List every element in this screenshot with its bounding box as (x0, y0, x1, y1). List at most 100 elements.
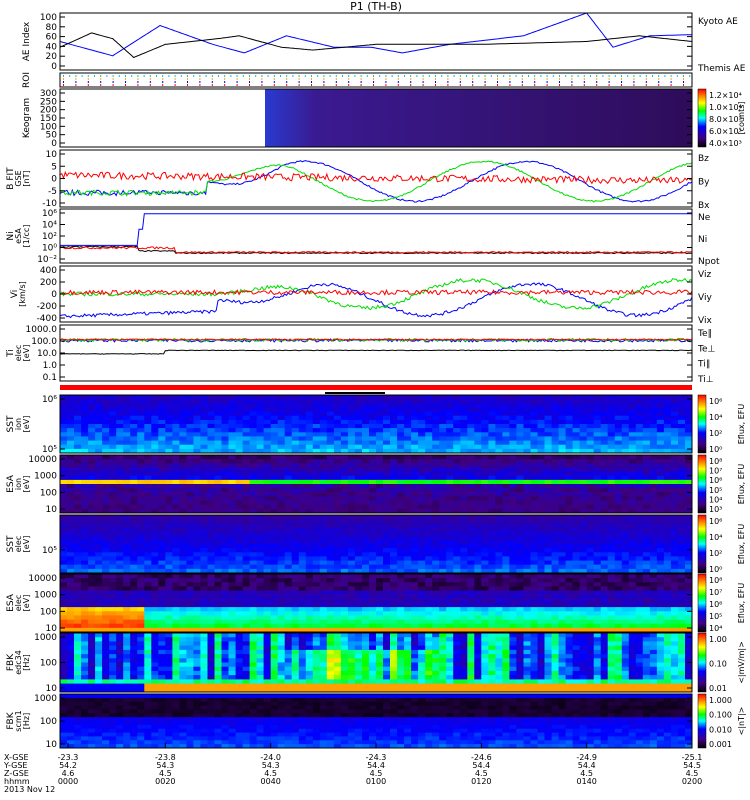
spectrogram-cell (165, 623, 173, 629)
spectrogram-cell (333, 411, 342, 417)
spectrogram-cell (200, 578, 208, 583)
spectrogram-cell (397, 455, 405, 460)
spectrogram-cell (678, 560, 686, 566)
spectrogram-cell (537, 455, 545, 460)
spectrogram-cell (607, 556, 616, 561)
spectrogram-cell (312, 615, 321, 620)
spectrogram-cell (284, 527, 293, 532)
spectrogram-cell (453, 500, 461, 506)
spectrogram-cell (347, 535, 356, 541)
spectrogram-cell (593, 403, 602, 408)
spectrogram-cell (158, 578, 166, 583)
spectrogram-cell (172, 444, 180, 450)
spectrogram-cell (565, 399, 574, 404)
spectrogram-cell (607, 496, 616, 501)
spectrogram-cell (193, 411, 201, 417)
spectrogram-cell (172, 424, 180, 429)
spectrogram-cell (305, 515, 314, 520)
spectrogram-cell (221, 395, 229, 400)
spectrogram-cell (228, 564, 236, 570)
spectrogram-cell (67, 403, 75, 408)
spectrogram-cell (685, 424, 693, 429)
legend-entry: Ni (698, 235, 707, 245)
spectrogram-cell (460, 440, 468, 446)
spectrogram-cell (376, 475, 384, 481)
spectrogram-cell (347, 519, 356, 524)
spectrogram-cell (495, 440, 503, 446)
spectrogram-cell (256, 607, 265, 612)
spectrogram-cell (123, 444, 131, 450)
spectrogram-cell (95, 467, 103, 472)
spectrogram-cell (670, 508, 679, 514)
spectrogram-cell (151, 424, 159, 429)
spectrogram-cell (354, 500, 363, 506)
spectrogram-cell (439, 552, 447, 557)
spectrogram-cell (418, 582, 426, 587)
spectrogram-cell (460, 564, 468, 570)
y-tick-label: 1000 (34, 472, 57, 482)
spectrogram-cell (109, 436, 117, 441)
spectrogram-cell (600, 479, 609, 485)
spectrogram-cell (432, 428, 440, 433)
spectrogram-cell (558, 496, 567, 501)
spectrogram-cell (137, 603, 145, 608)
spectrogram-cell (600, 395, 609, 400)
spectrogram-cell (551, 479, 560, 485)
spectrogram-cell (193, 578, 201, 583)
spectrogram-cell (263, 415, 272, 421)
spectrogram-cell (221, 428, 229, 433)
spectrogram-cell (200, 582, 208, 587)
spectrogram-cell (74, 500, 82, 506)
spectrogram-cell (249, 484, 258, 489)
spectrogram-cell (523, 504, 531, 510)
spectrogram-cell (565, 560, 574, 566)
spectrogram-cell (383, 471, 391, 477)
spectrogram-cell (305, 479, 314, 485)
roi-flag (521, 75, 523, 77)
spectrogram-cell (228, 479, 236, 485)
spectrogram-cell (326, 535, 335, 541)
spectrogram-cell (340, 395, 349, 400)
spectrogram-cell (425, 448, 433, 454)
spectrogram-cell (418, 424, 426, 429)
spectrogram-cell (137, 440, 145, 446)
spectrogram-cell (319, 504, 328, 510)
spectrogram-cell (621, 484, 630, 489)
roi-flag (94, 75, 95, 77)
spectrogram-cell (284, 607, 293, 612)
spectrogram-cell (663, 560, 672, 566)
spectrogram-cell (516, 403, 524, 408)
spectrogram-cell (579, 548, 588, 553)
spectrogram-cell (172, 582, 180, 587)
spectrogram-cell (60, 603, 68, 608)
spectrogram-cell (635, 531, 644, 537)
spectrogram-cell (95, 552, 103, 557)
spectrogram-cell (263, 568, 272, 574)
spectrogram-cell (95, 607, 103, 612)
spectrogram-cell (670, 440, 679, 446)
spectrogram-cell (263, 598, 272, 604)
roi-flag (490, 75, 492, 77)
spectrogram-cell (200, 607, 208, 612)
spectrogram-cell (397, 574, 405, 579)
spectrogram-cell (635, 444, 644, 450)
spectrogram-cell (193, 467, 201, 472)
spectrogram-cell (376, 484, 384, 489)
y-tick-label: 0 (51, 139, 57, 149)
spectrogram-cell (347, 484, 356, 489)
spectrogram-cell (263, 519, 272, 524)
roi-flag (335, 84, 337, 86)
spectrogram-cell (523, 419, 531, 425)
spectrogram-cell (249, 411, 258, 417)
spectrogram-cell (263, 527, 272, 532)
spectrogram-cell (326, 395, 335, 400)
spectrogram-cell (130, 419, 138, 425)
spectrogram-cell (305, 440, 314, 446)
spectrogram-cell (102, 548, 110, 553)
spectrogram-cell (446, 440, 454, 446)
spectrogram-cell (530, 504, 538, 510)
spectrogram-cell (88, 467, 96, 472)
spectrogram-cell (565, 415, 574, 421)
spectrogram-cell (256, 586, 265, 591)
